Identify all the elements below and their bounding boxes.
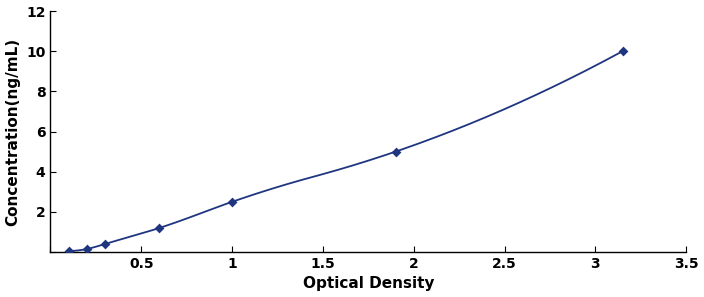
Point — [81, 247, 92, 251]
Point — [390, 149, 401, 154]
Point — [99, 242, 111, 247]
Y-axis label: Concentration(ng/mL): Concentration(ng/mL) — [6, 37, 20, 226]
X-axis label: Optical Density: Optical Density — [303, 277, 434, 291]
Point — [63, 249, 74, 253]
Point — [153, 225, 165, 230]
Point — [227, 200, 238, 204]
Point — [617, 49, 628, 53]
